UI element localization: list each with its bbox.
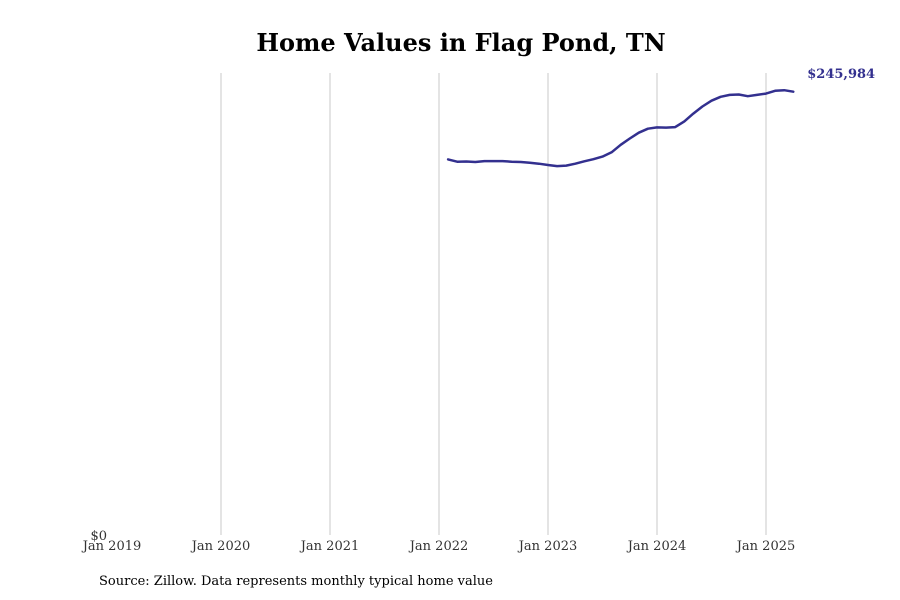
x-tick-jan-2019: Jan 2019 xyxy=(81,539,142,554)
source-note: Source: Zillow. Data represents monthly … xyxy=(99,574,493,589)
x-tick-jan-2023: Jan 2023 xyxy=(517,539,578,554)
grid-lines xyxy=(220,73,767,535)
chart-title: Home Values in Flag Pond, TN xyxy=(256,28,666,57)
x-tick-jan-2021: Jan 2021 xyxy=(299,539,360,554)
x-tick-jan-2025: Jan 2025 xyxy=(735,539,796,554)
x-tick-jan-2020: Jan 2020 xyxy=(190,539,251,554)
x-tick-labels: Jan 2019 Jan 2020 Jan 2021 Jan 2022 Jan 2023… xyxy=(81,539,796,554)
end-value-label: $245,984 xyxy=(807,67,875,82)
x-tick-jan-2022: Jan 2022 xyxy=(408,539,469,554)
y-tick-label: $0 xyxy=(90,529,107,544)
series-line-home-value xyxy=(446,88,795,168)
x-tick-jan-2024: Jan 2024 xyxy=(626,539,687,554)
